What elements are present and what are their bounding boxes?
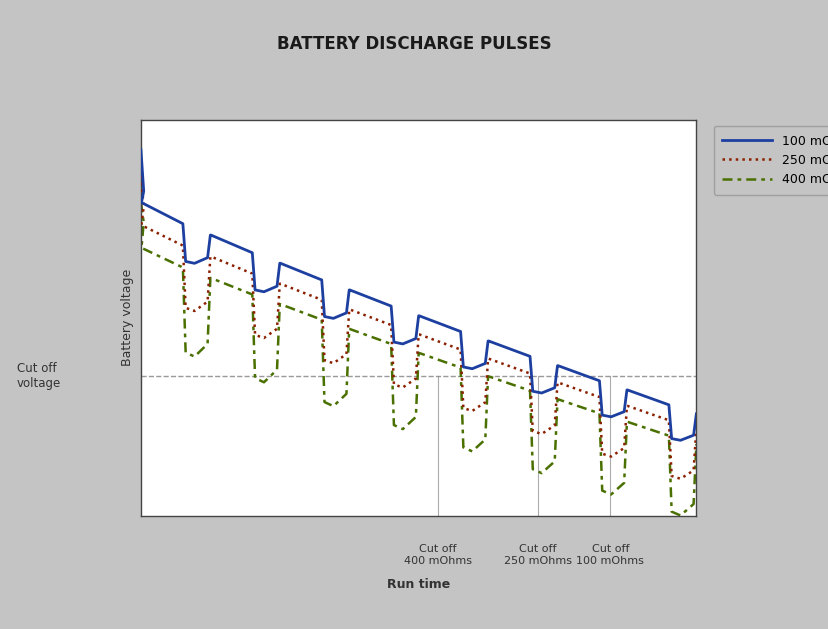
Text: BATTERY DISCHARGE PULSES: BATTERY DISCHARGE PULSES: [277, 35, 551, 53]
Y-axis label: Battery voltage: Battery voltage: [121, 269, 134, 366]
Text: Cut off
voltage: Cut off voltage: [17, 362, 60, 390]
Text: Cut off
250 mOhms: Cut off 250 mOhms: [503, 544, 571, 565]
Text: Cut off
400 mOhms: Cut off 400 mOhms: [403, 544, 471, 565]
Legend: 100 mOhms, 250 mOhms, 400 mOhms: 100 mOhms, 250 mOhms, 400 mOhms: [713, 126, 828, 195]
Text: Cut off
100 mOhms: Cut off 100 mOhms: [575, 544, 643, 565]
Text: Run time: Run time: [387, 579, 450, 591]
